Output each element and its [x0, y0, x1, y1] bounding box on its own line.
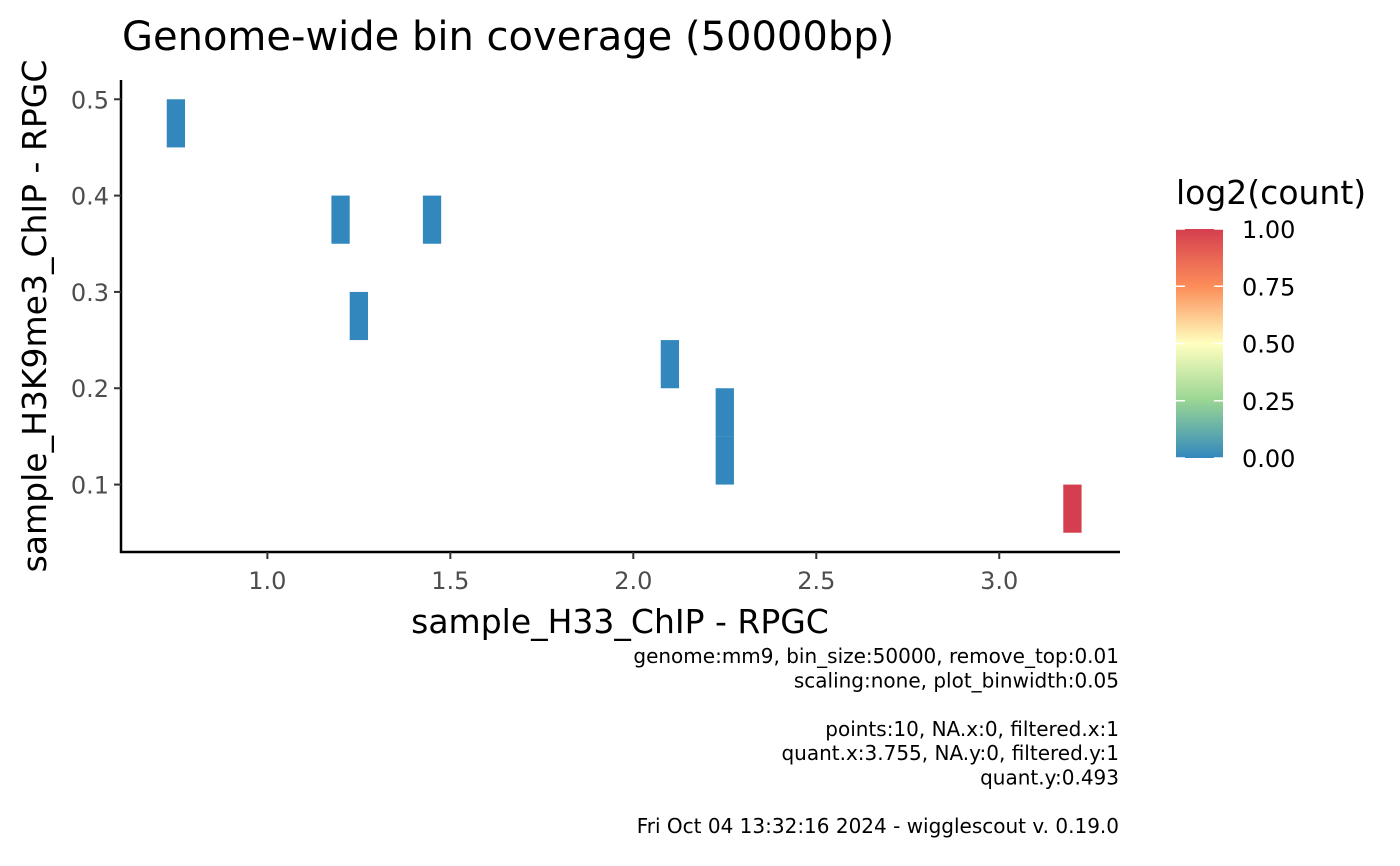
- heatmap-bins: [166, 99, 1082, 533]
- legend-ticks: 0.00 0.25 0.50 0.75 1.00: [1176, 216, 1295, 473]
- legend-tick-label: 0.50: [1242, 331, 1295, 359]
- caption-line: quant.x:3.755, NA.y:0, filtered.y:1: [781, 741, 1119, 765]
- caption-line: Fri Oct 04 13:32:16 2024 - wigglescout v…: [637, 814, 1119, 838]
- x-tick-label: 3.0: [980, 567, 1018, 595]
- chart-title: Genome-wide bin coverage (50000bp): [122, 14, 894, 60]
- caption-line: quant.y:0.493: [980, 766, 1119, 790]
- heatmap-bin-7: [715, 436, 734, 485]
- y-tick-label: 0.5: [71, 86, 109, 114]
- x-tick-label: 1.5: [431, 567, 469, 595]
- legend: log2(count) 0.00 0.25 0.50 0.75 1.00: [1176, 173, 1366, 473]
- legend-tick-label: 0.00: [1242, 445, 1295, 473]
- heatmap-bin-5: [660, 340, 680, 389]
- y-tick-label: 0.4: [71, 183, 109, 211]
- x-tick-label: 1.0: [248, 567, 286, 595]
- caption-line: points:10, NA.x:0, filtered.x:1: [825, 717, 1119, 741]
- x-tick-label: 2.0: [614, 567, 652, 595]
- heatmap-bin-1: [166, 99, 186, 148]
- heatmap-bin-2: [331, 195, 350, 244]
- legend-tick-label: 0.25: [1242, 388, 1295, 416]
- legend-tick-label: 1.00: [1242, 216, 1295, 244]
- y-axis-title: sample_H3K9me3_ChIP - RPGC: [15, 60, 54, 573]
- caption-line: scaling:none, plot_binwidth:0.05: [794, 668, 1119, 692]
- y-axis-ticks: 0.1 0.2 0.3 0.4 0.5: [71, 86, 121, 500]
- heatmap-bin-8: [1063, 484, 1082, 533]
- legend-tick-label: 0.75: [1242, 273, 1295, 301]
- heatmap-bin-6: [715, 388, 734, 437]
- heatmap-bin-4: [349, 291, 369, 341]
- x-axis-title: sample_H33_ChIP - RPGC: [411, 602, 829, 641]
- legend-title: log2(count): [1176, 173, 1366, 212]
- y-tick-label: 0.1: [71, 472, 109, 500]
- x-tick-label: 2.5: [797, 567, 835, 595]
- x-axis-ticks: 1.0 1.5 2.0 2.5 3.0: [248, 552, 1018, 595]
- plot-caption: genome:mm9, bin_size:50000, remove_top:0…: [633, 644, 1119, 838]
- y-tick-label: 0.2: [71, 375, 109, 403]
- caption-line: genome:mm9, bin_size:50000, remove_top:0…: [633, 644, 1119, 668]
- heatmap-bin-3: [422, 195, 442, 244]
- y-tick-label: 0.3: [71, 279, 109, 307]
